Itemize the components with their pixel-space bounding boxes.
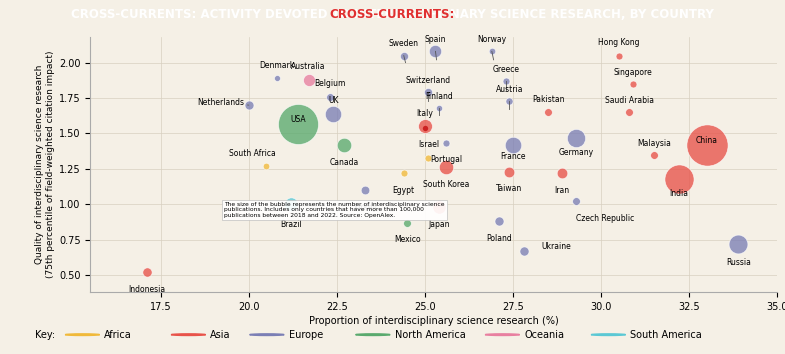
Text: Taiwan: Taiwan: [496, 184, 523, 193]
Circle shape: [65, 334, 100, 336]
Text: Asia: Asia: [210, 330, 231, 340]
Text: USA: USA: [290, 115, 306, 124]
Point: [506, 142, 519, 148]
Point: [271, 75, 283, 81]
Text: Greece: Greece: [492, 65, 520, 74]
Point: [285, 201, 298, 207]
Point: [626, 81, 639, 87]
Text: Brazil: Brazil: [280, 220, 302, 229]
Point: [323, 94, 336, 99]
Point: [440, 141, 452, 146]
Text: South America: South America: [630, 330, 702, 340]
Text: China: China: [696, 136, 717, 145]
Point: [732, 241, 745, 247]
Y-axis label: Quality of interdisciplinary science research
(75th percentile of field-weighted: Quality of interdisciplinary science res…: [35, 51, 55, 278]
Text: Portugal: Portugal: [430, 155, 462, 164]
Text: Israel: Israel: [418, 140, 439, 149]
Text: Africa: Africa: [104, 330, 132, 340]
Point: [570, 135, 582, 141]
Text: Germany: Germany: [559, 148, 594, 156]
Point: [542, 109, 554, 115]
Text: CROSS-CURRENTS:: CROSS-CURRENTS:: [330, 8, 455, 21]
Text: Saudi Arabia: Saudi Arabia: [604, 96, 654, 105]
Text: Japan: Japan: [429, 220, 450, 229]
Text: Czech Republic: Czech Republic: [576, 214, 634, 223]
Point: [517, 248, 530, 254]
Point: [612, 53, 625, 58]
Text: South Korea: South Korea: [423, 180, 469, 189]
Point: [623, 109, 636, 115]
Point: [503, 169, 516, 175]
Point: [493, 218, 506, 224]
Text: Spain: Spain: [425, 35, 446, 44]
Point: [397, 170, 410, 176]
Text: India: India: [669, 189, 688, 198]
Text: UK: UK: [328, 96, 338, 105]
Point: [672, 176, 685, 182]
Circle shape: [356, 334, 390, 336]
Circle shape: [250, 334, 284, 336]
Point: [433, 204, 445, 210]
Point: [397, 53, 410, 58]
Text: CROSS-CURRENTS: ACTIVITY DEVOTED TO INTERDISCIPLINARY SCIENCE RESEARCH, BY COUNT: CROSS-CURRENTS: ACTIVITY DEVOTED TO INTE…: [71, 8, 714, 21]
Point: [418, 124, 431, 129]
Point: [700, 142, 713, 148]
Point: [486, 48, 498, 54]
Point: [292, 121, 305, 126]
Point: [338, 142, 350, 148]
Text: Pakistan: Pakistan: [532, 95, 564, 104]
Text: Singapore: Singapore: [613, 68, 652, 77]
Text: Mexico: Mexico: [394, 235, 421, 244]
Text: Egypt: Egypt: [392, 186, 414, 195]
Text: Canada: Canada: [329, 158, 359, 166]
Text: South Africa: South Africa: [229, 149, 276, 158]
Text: Oceania: Oceania: [524, 330, 564, 340]
Point: [327, 111, 340, 116]
Circle shape: [171, 334, 206, 336]
Point: [499, 78, 512, 84]
Point: [260, 163, 272, 169]
Text: Turkey: Turkey: [352, 203, 378, 212]
Text: Ukraine: Ukraine: [541, 242, 571, 251]
Point: [302, 77, 315, 82]
Text: Europe: Europe: [289, 330, 323, 340]
Point: [503, 98, 516, 104]
Text: Italy: Italy: [417, 109, 433, 118]
Circle shape: [485, 334, 520, 336]
Point: [243, 102, 255, 108]
Text: Norway: Norway: [477, 35, 506, 44]
Point: [556, 170, 568, 176]
Text: Finland: Finland: [425, 92, 453, 101]
Text: Russia: Russia: [726, 258, 750, 267]
Text: Poland: Poland: [486, 234, 512, 243]
Text: Sweden: Sweden: [389, 40, 418, 48]
Text: Netherlands: Netherlands: [198, 98, 249, 107]
Point: [422, 155, 435, 160]
Point: [418, 125, 431, 131]
Text: Key:: Key:: [35, 330, 56, 340]
Point: [429, 48, 442, 54]
Point: [141, 269, 153, 275]
Text: North America: North America: [395, 330, 466, 340]
Point: [401, 220, 414, 225]
Text: Denmark: Denmark: [259, 61, 294, 70]
Text: France: France: [500, 152, 526, 161]
Text: Malaysia: Malaysia: [637, 139, 671, 148]
Text: Austria: Austria: [495, 85, 523, 94]
Point: [433, 105, 445, 111]
Point: [440, 165, 452, 170]
X-axis label: Proportion of interdisciplinary science research (%): Proportion of interdisciplinary science …: [309, 316, 559, 326]
Text: Iran: Iran: [555, 186, 570, 195]
Text: Hong Kong: Hong Kong: [598, 38, 640, 47]
Text: Australia: Australia: [291, 62, 326, 71]
Text: The size of the bubble represents the number of interdisciplinary science
public: The size of the bubble represents the nu…: [225, 201, 445, 218]
Point: [648, 152, 660, 158]
Text: Indonesia: Indonesia: [128, 285, 165, 294]
Text: Belgium: Belgium: [314, 79, 345, 88]
Point: [570, 199, 582, 204]
Circle shape: [591, 334, 626, 336]
Text: Switzerland: Switzerland: [406, 76, 451, 85]
Point: [359, 187, 371, 193]
Point: [422, 90, 435, 95]
